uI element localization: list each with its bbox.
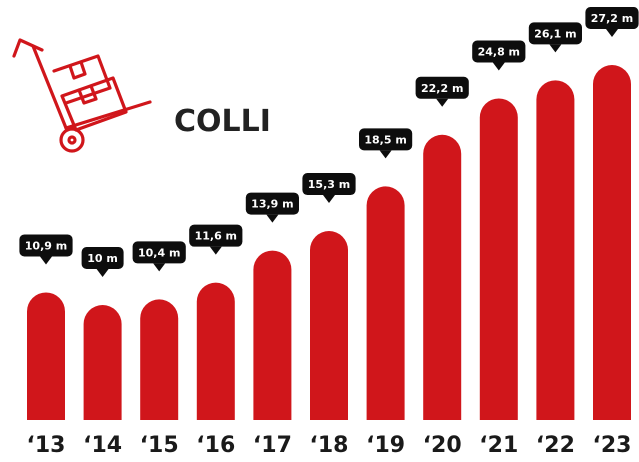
data-label: 22,2 m bbox=[421, 82, 463, 95]
bar-6 bbox=[366, 186, 405, 420]
x-tick-label: ‘19 bbox=[366, 433, 405, 458]
x-tick-label: ‘15 bbox=[140, 433, 179, 458]
bar-0 bbox=[27, 292, 65, 420]
hand-truck-icon bbox=[12, 38, 152, 153]
data-label-bubble: 15,3 m bbox=[302, 173, 356, 204]
x-tick-label: ‘18 bbox=[310, 433, 349, 458]
data-label-bubble: 24,8 m bbox=[472, 40, 526, 71]
data-label-bubble: 10 m bbox=[81, 247, 124, 277]
data-label: 13,9 m bbox=[251, 198, 293, 211]
data-label: 10,9 m bbox=[25, 239, 67, 252]
bar-5 bbox=[310, 231, 348, 420]
bar-9 bbox=[536, 80, 575, 420]
x-tick-label: ‘20 bbox=[423, 433, 462, 458]
x-tick-label: ‘22 bbox=[536, 433, 575, 458]
data-label: 26,1 m bbox=[534, 27, 576, 40]
x-axis-ticks: ‘13 ‘14 ‘15 ‘16 ‘17 ‘18 ‘19 ‘20 ‘21 ‘22 ‘23 bbox=[27, 433, 632, 458]
data-label-bubble: 22,2 m bbox=[415, 76, 469, 107]
data-label: 10 m bbox=[87, 252, 118, 265]
chart-title: COLLI bbox=[174, 104, 271, 139]
x-tick-label: ‘23 bbox=[593, 433, 632, 458]
bars bbox=[27, 65, 631, 420]
data-label-bubble: 10,9 m bbox=[19, 234, 73, 265]
data-label-bubble: 13,9 m bbox=[245, 192, 299, 223]
bar-4 bbox=[253, 250, 292, 420]
data-label: 11,6 m bbox=[195, 230, 237, 243]
data-label: 15,3 m bbox=[308, 178, 350, 191]
data-label: 27,2 m bbox=[591, 12, 633, 25]
data-label-bubble: 10,4 m bbox=[132, 241, 186, 272]
data-label-bubble: 27,2 m bbox=[585, 7, 639, 37]
x-tick-label: ‘16 bbox=[196, 433, 235, 458]
bar-8 bbox=[479, 98, 518, 420]
bar-2 bbox=[140, 299, 179, 420]
x-tick-label: ‘13 bbox=[27, 433, 66, 458]
x-tick-label: ‘14 bbox=[83, 433, 122, 458]
data-label-bubble: 11,6 m bbox=[189, 224, 243, 255]
data-labels: 10,9 m 10 m 10,4 m 11,6 m 13,9 m 15,3 m 18,5 m… bbox=[19, 7, 639, 277]
data-label: 10,4 m bbox=[138, 246, 180, 259]
data-label: 18,5 m bbox=[364, 133, 406, 146]
bar-3 bbox=[196, 282, 235, 420]
bar-1 bbox=[83, 305, 122, 420]
x-tick-label: ‘17 bbox=[253, 433, 292, 458]
x-tick-label: ‘21 bbox=[479, 433, 518, 458]
data-label-bubble: 26,1 m bbox=[528, 22, 582, 53]
bar-10 bbox=[593, 65, 631, 420]
data-label-bubble: 18,5 m bbox=[359, 128, 413, 159]
data-label: 24,8 m bbox=[478, 45, 520, 58]
bar-7 bbox=[423, 134, 462, 420]
